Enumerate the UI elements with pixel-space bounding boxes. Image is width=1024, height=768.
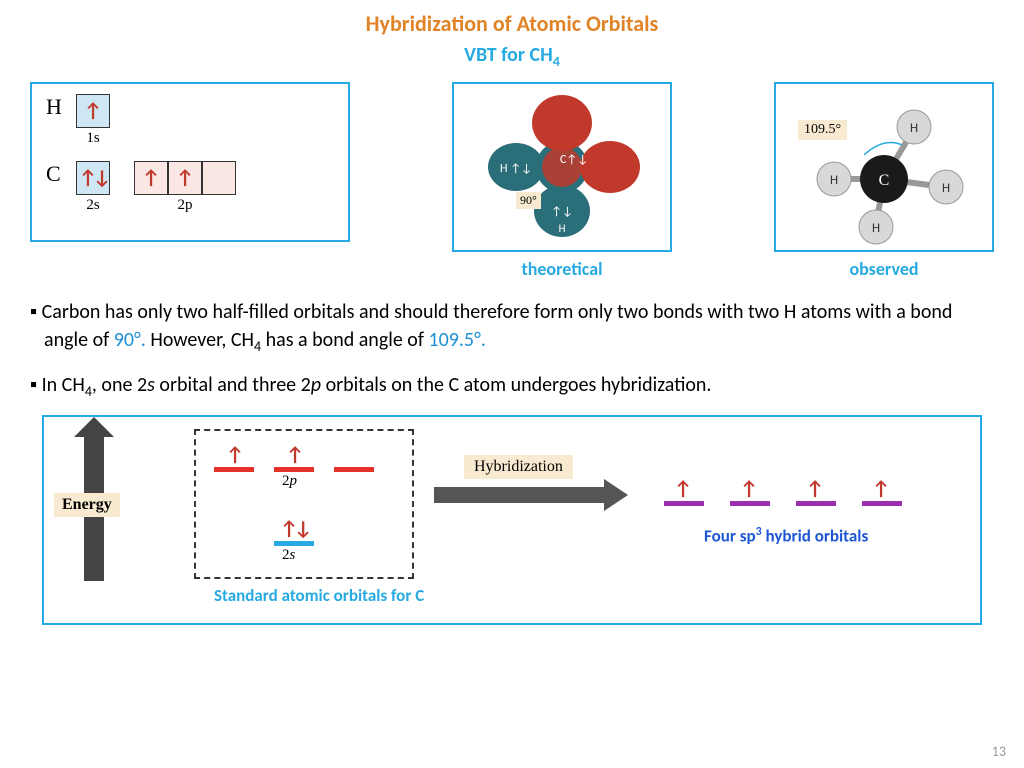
svg-text:H: H — [942, 181, 950, 196]
orbital-group-2p: ↑ ↑ 2p — [134, 161, 236, 214]
observed-column: C H H H H 109.5° observed — [774, 82, 994, 280]
angle-label-90: 90° — [516, 192, 541, 209]
bullet-2: ▪ In CH4, one 2s orbital and three 2p or… — [30, 371, 994, 402]
after-caption: Four sp3 hybrid orbitals — [704, 525, 868, 547]
orbital-box: ↑↓ — [76, 161, 110, 195]
bullet-list: ▪ Carbon has only two half-filled orbita… — [30, 298, 994, 401]
orbital-box — [202, 161, 236, 195]
subtitle-sub: 4 — [553, 53, 560, 70]
svg-text:↑↓: ↑↓ — [551, 205, 573, 219]
before-caption: Standard atomic orbitals for C — [214, 585, 424, 606]
svg-text:H ↑↓: H ↑↓ — [500, 162, 532, 176]
orbital-config-panel: H ↑ 1s C ↑↓ 2s ↑ ↑ 2p — [30, 82, 350, 242]
svg-text:H: H — [910, 121, 918, 136]
subtitle: VBT for CH4 — [30, 43, 994, 70]
hybridization-arrow — [434, 487, 614, 503]
sublabel-2p: 2p — [134, 197, 236, 214]
hybridization-arrowhead — [604, 479, 628, 511]
theoretical-caption: theoretical — [452, 258, 672, 280]
config-row-c: C ↑↓ 2s ↑ ↑ 2p — [46, 161, 334, 214]
observed-svg: C H H H H — [784, 87, 984, 247]
electron-arrow: ↑ — [84, 99, 102, 123]
energy-axis-label: Energy — [54, 493, 120, 517]
observed-caption: observed — [774, 258, 994, 280]
orbital-group-1s: ↑ 1s — [76, 94, 110, 147]
svg-text:H: H — [830, 173, 838, 188]
electron-arrow: ↑ — [176, 166, 194, 190]
subtitle-text: VBT for CH — [464, 43, 553, 67]
theoretical-model: H ↑↓ C↑↓ H ↑↓ 90° — [452, 82, 672, 252]
orbital-box: ↑ — [76, 94, 110, 128]
top-row: H ↑ 1s C ↑↓ 2s ↑ ↑ 2p — [30, 82, 994, 280]
svg-text:C↑↓: C↑↓ — [560, 153, 588, 167]
svg-text:C: C — [879, 172, 890, 189]
svg-text:H: H — [559, 222, 566, 235]
sublabel-2s: 2s — [76, 197, 110, 214]
svg-text:H: H — [872, 221, 880, 236]
theoretical-column: H ↑↓ C↑↓ H ↑↓ 90° theoretical — [452, 82, 672, 280]
observed-model: C H H H H 109.5° — [774, 82, 994, 252]
hybridization-label: Hybridization — [464, 455, 573, 479]
orbital-group-2s: ↑↓ 2s — [76, 161, 110, 214]
after-levels: ↑ ↑ ↑ ↑ — [664, 477, 902, 506]
page-number: 13 — [992, 743, 1006, 760]
sublabel-1s: 1s — [76, 130, 110, 147]
orbital-box: ↑ — [134, 161, 168, 195]
bullet-1: ▪ Carbon has only two half-filled orbita… — [30, 298, 994, 357]
atom-label-h: H — [46, 94, 76, 120]
energy-diagram: Energy ↑ ↑ 2p ↑↓ 2s Standard atomic orbi… — [42, 415, 982, 625]
orbital-box: ↑ — [168, 161, 202, 195]
page-title: Hybridization of Atomic Orbitals — [30, 10, 994, 37]
theoretical-svg: H ↑↓ C↑↓ H ↑↓ — [462, 87, 662, 247]
atom-label-c: C — [46, 161, 76, 187]
config-row-h: H ↑ 1s — [46, 94, 334, 147]
angle-label-109: 109.5° — [798, 120, 847, 140]
electron-arrow: ↑↓ — [79, 166, 107, 190]
before-box: ↑ ↑ 2p ↑↓ 2s — [194, 429, 414, 579]
electron-arrow: ↑ — [142, 166, 160, 190]
